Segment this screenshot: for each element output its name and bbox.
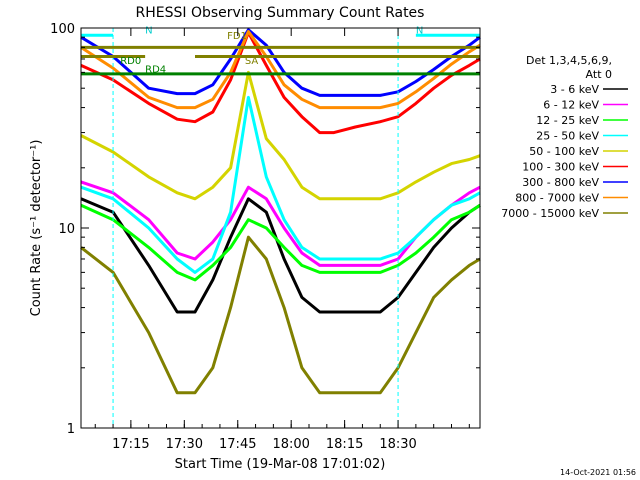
timestamp: 14-Oct-2021 01:56 [560,468,636,477]
legend-label-4: 50 - 100 keV [529,145,599,158]
series-line-4 [80,70,481,201]
overlay-layer: N N FD1 RD0 RD4 SA [80,25,481,428]
annotation-0: N [145,25,152,36]
y-tick-label-2: 100 [50,22,75,37]
chart-title: RHESSI Observing Summary Count Rates [136,5,425,21]
legend-label-0: 3 - 6 keV [550,83,599,96]
annotation-1: N [416,25,423,36]
legend-label-5: 100 - 300 keV [522,161,599,174]
y-tick-label-1: 10 [58,222,75,237]
legend-header-line-2: Att 0 [586,68,612,81]
series-line-7 [80,30,481,110]
x-tick-label-2: 17:45 [219,437,256,452]
x-tick-label-4: 18:15 [326,437,363,452]
series-line-2 [80,203,481,282]
annotation-2: FD1 [227,31,247,42]
legend-label-3: 25 - 50 keV [536,130,599,143]
axes-layer: 17:15 17:30 17:45 18:00 18:15 18:30 1 10 100 [50,22,480,452]
annotation-3: RD0 [120,56,141,67]
annotation-4: RD4 [145,64,166,75]
series-line-5 [80,31,481,135]
y-axis-label: Count Rate (s⁻¹ detector⁻¹) [29,140,44,317]
series-layer [80,28,481,395]
legend-label-2: 12 - 25 keV [536,114,599,127]
legend-label-7: 800 - 7000 keV [515,192,599,205]
series-line-3 [80,95,481,274]
x-axis-label: Start Time (19-Mar-08 17:01:02) [175,457,386,472]
legend-label-6: 300 - 800 keV [522,176,599,189]
legend-label-8: 7000 - 15000 keV [501,207,599,220]
series-line-0 [80,197,481,314]
x-tick-label-1: 17:30 [166,437,203,452]
y-tick-label-0: 1 [67,422,75,437]
x-tick-label-0: 17:15 [112,437,149,452]
series-line-8 [80,235,481,395]
x-tick-label-5: 18:30 [379,437,416,452]
legend-label-1: 6 - 12 keV [543,99,599,112]
x-tick-label-3: 18:00 [272,437,309,452]
annotation-5: SA [245,56,259,67]
legend: 3 - 6 keV 6 - 12 keV 12 - 25 keV 25 - 50 ke… [501,83,628,220]
legend-header-line-1: Det 1,3,4,5,6,9, [526,54,612,67]
